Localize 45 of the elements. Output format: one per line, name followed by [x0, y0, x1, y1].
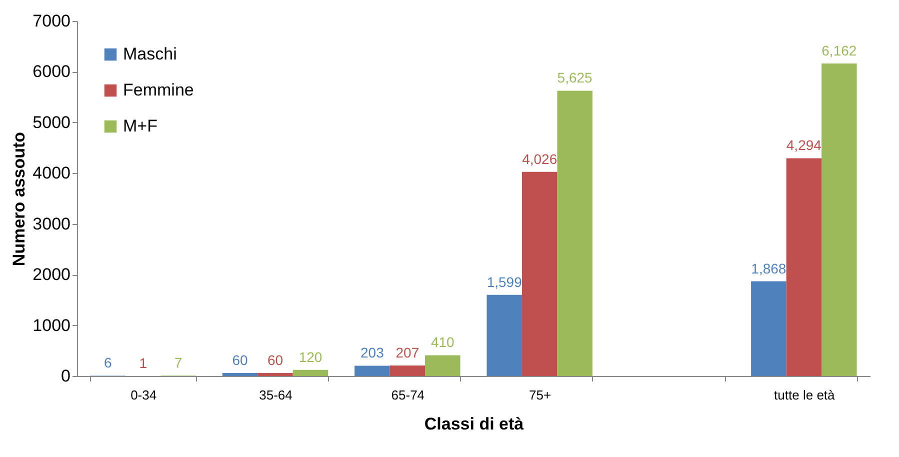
- data-label: 120: [298, 348, 322, 365]
- data-label: 4,294: [786, 137, 822, 154]
- legend-label: M+F: [123, 116, 158, 136]
- bar: [522, 172, 558, 376]
- data-label: 1,868: [751, 260, 786, 276]
- x-tick-label: tutte le età: [774, 388, 836, 402]
- data-label: 1: [139, 354, 148, 371]
- bar: [222, 372, 258, 376]
- data-label: 60: [232, 352, 248, 368]
- x-tick-label: 35-64: [259, 388, 292, 402]
- bar: [258, 372, 293, 376]
- bar: [354, 366, 390, 376]
- bar: [390, 366, 426, 376]
- x-tick-label: 75+: [529, 388, 552, 402]
- bar: [751, 281, 786, 376]
- y-tick-label: 3000: [32, 214, 70, 234]
- y-tick-label: 1000: [32, 316, 70, 335]
- bar: [486, 294, 522, 376]
- x-tick-label: 0-34: [130, 388, 157, 402]
- y-tick-label: 2000: [32, 265, 70, 284]
- legend-label: Femmine: [123, 80, 194, 100]
- bar: [786, 158, 822, 376]
- bar: [292, 370, 328, 376]
- y-tick-label: 6000: [32, 62, 70, 82]
- data-label: 207: [396, 344, 420, 360]
- data-label: 60: [267, 352, 284, 368]
- y-tick-label: 0: [61, 366, 70, 386]
- legend-label: Maschi: [123, 44, 177, 64]
- y-tick-label: 5000: [32, 112, 70, 132]
- data-label: 410: [430, 334, 455, 350]
- data-label: 7: [174, 354, 182, 371]
- y-tick-label: 4000: [32, 164, 70, 183]
- y-tick-label: 7000: [32, 12, 70, 30]
- y-axis-title: Numero assouto: [10, 132, 29, 266]
- data-label: 6: [104, 354, 112, 371]
- data-label: 6,162: [822, 42, 857, 58]
- bar: [425, 355, 460, 376]
- data-label: 1,599: [486, 274, 522, 290]
- bar: [557, 90, 592, 376]
- data-label: 5,625: [557, 70, 593, 86]
- x-tick-label: 65-74: [391, 388, 425, 402]
- data-label: 203: [360, 344, 384, 361]
- x-axis-title: Classi di età: [424, 414, 524, 434]
- bar: [822, 64, 857, 376]
- data-label: 4,026: [522, 150, 558, 167]
